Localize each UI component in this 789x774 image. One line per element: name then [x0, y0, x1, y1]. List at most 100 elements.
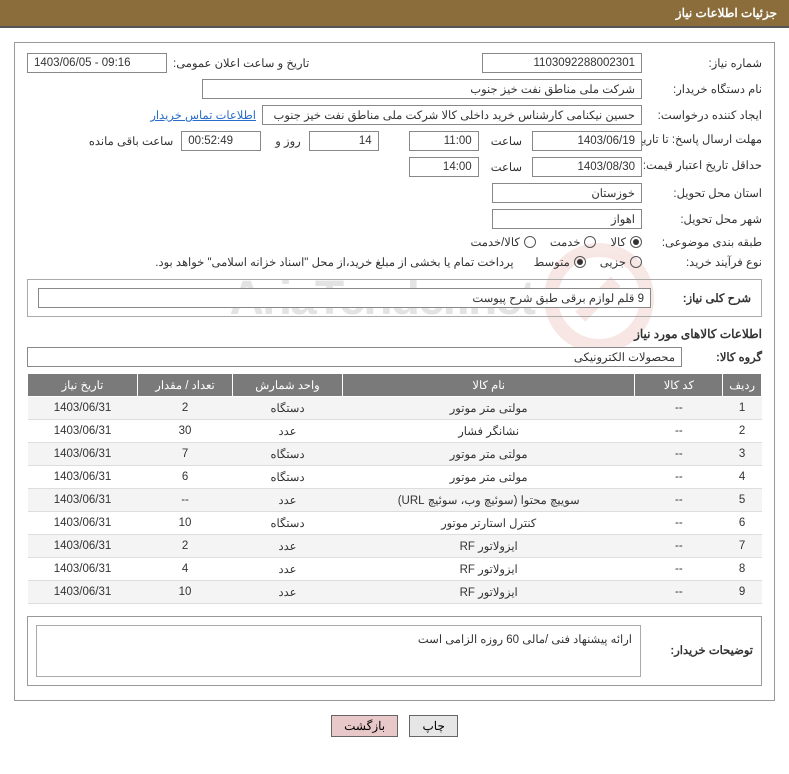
group-value: محصولات الکترونیکی [27, 347, 682, 367]
table-cell: -- [635, 558, 723, 581]
response-time: 11:00 [409, 131, 479, 151]
table-cell: 1403/06/31 [28, 420, 138, 443]
process-radio-group: جزیی متوسط [534, 255, 642, 269]
table-cell: 4 [137, 558, 232, 581]
table-row: 8--ایزولاتور RFعدد41403/06/31 [28, 558, 762, 581]
table-cell: 4 [723, 466, 762, 489]
radio-service-label: خدمت [550, 235, 581, 249]
table-cell: عدد [233, 489, 343, 512]
time-remaining: 00:52:49 [181, 131, 261, 151]
table-cell: 1403/06/31 [28, 397, 138, 420]
table-row: 6--کنترل استارتر موتوردستگاه101403/06/31 [28, 512, 762, 535]
table-cell: -- [635, 512, 723, 535]
need-number-label: شماره نیاز: [642, 56, 762, 70]
table-cell: مولتی متر موتور [342, 466, 635, 489]
table-cell: -- [137, 489, 232, 512]
table-cell: 7 [723, 535, 762, 558]
table-cell: -- [635, 581, 723, 604]
process-label: نوع فرآیند خرید: [642, 255, 762, 269]
table-cell: دستگاه [233, 466, 343, 489]
table-cell: 1403/06/31 [28, 558, 138, 581]
print-button[interactable]: چاپ [409, 715, 457, 737]
price-validity-label: حداقل تاریخ اعتبار قیمت: تا تاریخ: [642, 160, 762, 174]
table-cell: 8 [723, 558, 762, 581]
table-cell: عدد [233, 581, 343, 604]
summary-value: 9 قلم لوازم برقی طبق شرح پیوست [38, 288, 651, 308]
table-cell: 3 [723, 443, 762, 466]
radio-both-label: کالا/خدمت [471, 235, 520, 249]
items-table: ردیفکد کالانام کالاواحد شمارشتعداد / مقد… [27, 373, 762, 604]
treasury-note: پرداخت تمام یا بخشی از مبلغ خرید،از محل … [155, 255, 513, 269]
table-cell: -- [635, 535, 723, 558]
category-radio-group: کالا خدمت کالا/خدمت [471, 235, 643, 249]
table-cell: -- [635, 420, 723, 443]
table-cell: -- [635, 443, 723, 466]
table-cell: -- [635, 466, 723, 489]
province-value: خوزستان [492, 183, 642, 203]
page-title: جزئیات اطلاعات نیاز [676, 6, 777, 20]
table-cell: مولتی متر موتور [342, 443, 635, 466]
radio-both[interactable] [524, 236, 536, 248]
buyer-contact-link[interactable]: اطلاعات تماس خریدار [150, 108, 256, 122]
table-cell: 2 [137, 535, 232, 558]
col-header: ردیف [723, 374, 762, 397]
requester-value: حسین نیکنامی کارشناس خرید داخلی کالا شرک… [262, 105, 642, 125]
city-value: اهواز [492, 209, 642, 229]
table-cell: 1403/06/31 [28, 489, 138, 512]
table-cell: 1403/06/31 [28, 581, 138, 604]
radio-medium[interactable] [574, 256, 586, 268]
col-header: نام کالا [342, 374, 635, 397]
table-cell: -- [635, 397, 723, 420]
announce-value: 1403/06/05 - 09:16 [27, 53, 167, 73]
table-cell: 1403/06/31 [28, 443, 138, 466]
col-header: واحد شمارش [233, 374, 343, 397]
table-cell: مولتی متر موتور [342, 397, 635, 420]
remaining-label: ساعت باقی مانده [83, 134, 173, 148]
days-remaining: 14 [309, 131, 379, 151]
table-cell: 1403/06/31 [28, 512, 138, 535]
table-cell: عدد [233, 420, 343, 443]
announce-label: تاریخ و ساعت اعلان عمومی: [167, 56, 309, 70]
table-cell: دستگاه [233, 443, 343, 466]
group-label: گروه کالا: [682, 350, 762, 364]
city-label: شهر محل تحویل: [642, 212, 762, 226]
table-cell: عدد [233, 558, 343, 581]
need-number-value: 1103092288002301 [482, 53, 642, 73]
summary-box: شرح کلی نیاز: 9 قلم لوازم برقی طبق شرح پ… [27, 279, 762, 317]
time-label-2: ساعت [485, 160, 522, 174]
table-cell: ایزولاتور RF [342, 558, 635, 581]
radio-service[interactable] [584, 236, 596, 248]
table-row: 9--ایزولاتور RFعدد101403/06/31 [28, 581, 762, 604]
table-cell: سوییچ محتوا (سوئیچ وب، سوئیچ URL) [342, 489, 635, 512]
requester-label: ایجاد کننده درخواست: [642, 108, 762, 122]
table-cell: 10 [137, 512, 232, 535]
page-header: جزئیات اطلاعات نیاز [0, 0, 789, 28]
col-header: تاریخ نیاز [28, 374, 138, 397]
price-validity-date: 1403/08/30 [532, 157, 642, 177]
buyer-notes-label: توضیحات خریدار: [641, 617, 761, 685]
radio-goods[interactable] [630, 236, 642, 248]
table-cell: 1403/06/31 [28, 535, 138, 558]
back-button[interactable]: بازگشت [331, 715, 398, 737]
col-header: تعداد / مقدار [137, 374, 232, 397]
table-cell: عدد [233, 535, 343, 558]
table-cell: دستگاه [233, 512, 343, 535]
table-cell: 2 [137, 397, 232, 420]
table-cell: کنترل استارتر موتور [342, 512, 635, 535]
table-cell: دستگاه [233, 397, 343, 420]
radio-partial-label: جزیی [600, 255, 626, 269]
radio-medium-label: متوسط [534, 255, 570, 269]
table-cell: نشانگر فشار [342, 420, 635, 443]
summary-label: شرح کلی نیاز: [651, 291, 751, 305]
time-label-1: ساعت [485, 134, 522, 148]
category-label: طبقه بندی موضوعی: [642, 235, 762, 249]
province-label: استان محل تحویل: [642, 186, 762, 200]
buyer-notes-box: توضیحات خریدار: ارائه پیشنهاد فنی /مالی … [27, 616, 762, 686]
items-section-title: اطلاعات کالاهای مورد نیاز [27, 327, 762, 341]
table-row: 5--سوییچ محتوا (سوئیچ وب، سوئیچ URL)عدد-… [28, 489, 762, 512]
table-cell: 1 [723, 397, 762, 420]
table-cell: 30 [137, 420, 232, 443]
response-date: 1403/06/19 [532, 131, 642, 151]
radio-partial[interactable] [630, 256, 642, 268]
col-header: کد کالا [635, 374, 723, 397]
